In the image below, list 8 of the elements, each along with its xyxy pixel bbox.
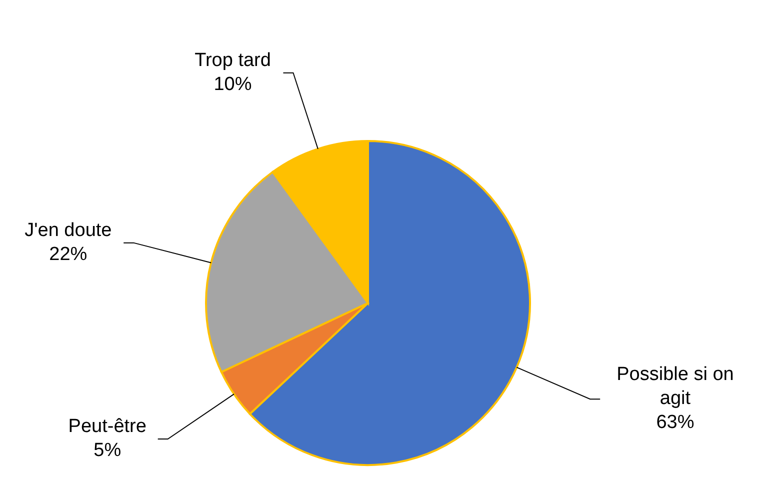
data-label: 22% (49, 244, 88, 265)
slice-label: Possible si on agit (616, 364, 734, 410)
data-label: 10% (214, 74, 252, 95)
data-label: 5% (94, 440, 122, 462)
slice-label: Peut-être (68, 416, 146, 438)
slice-label: Trop tard (194, 50, 271, 71)
data-label: 63% (656, 412, 694, 434)
slice-label: J'en doute (24, 220, 112, 241)
